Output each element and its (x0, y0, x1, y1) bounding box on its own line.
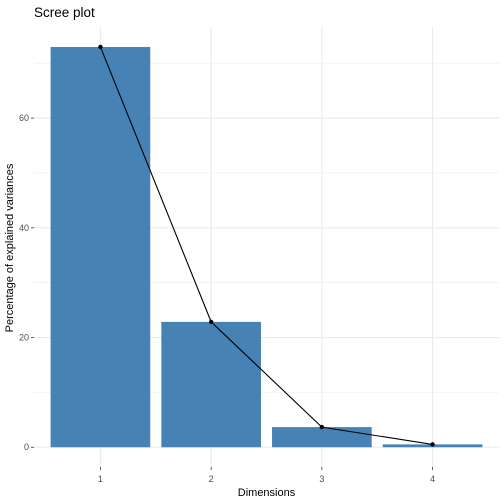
bars (50, 46, 483, 448)
y-tick-label: 60 (19, 113, 29, 123)
x-axis-ticks: 1 2 3 4 (98, 467, 435, 484)
chart-title: Scree plot (34, 5, 95, 20)
bar-dimension-1 (50, 46, 151, 448)
variance-points (98, 44, 435, 447)
variance-polyline (99, 46, 433, 445)
bar-dimension-3 (272, 427, 372, 448)
point-dimension-3 (319, 424, 325, 430)
y-axis-ticks: 0 20 40 60 (19, 113, 34, 452)
point-dimension-2 (208, 319, 214, 325)
y-tick-label: 20 (19, 333, 29, 343)
bar-dimension-2 (161, 321, 261, 448)
x-tick-label: 1 (98, 474, 103, 484)
y-axis-label: Percentage of explained variances (4, 163, 16, 332)
x-tick-label: 4 (430, 474, 435, 484)
point-dimension-4 (430, 442, 435, 447)
x-tick-label: 3 (319, 474, 324, 484)
x-axis-label: Dimensions (238, 487, 296, 499)
y-tick-label: 0 (24, 442, 29, 452)
y-tick-label: 40 (19, 223, 29, 233)
x-tick-label: 2 (209, 474, 214, 484)
variance-line (99, 46, 433, 445)
point-dimension-1 (98, 44, 103, 50)
